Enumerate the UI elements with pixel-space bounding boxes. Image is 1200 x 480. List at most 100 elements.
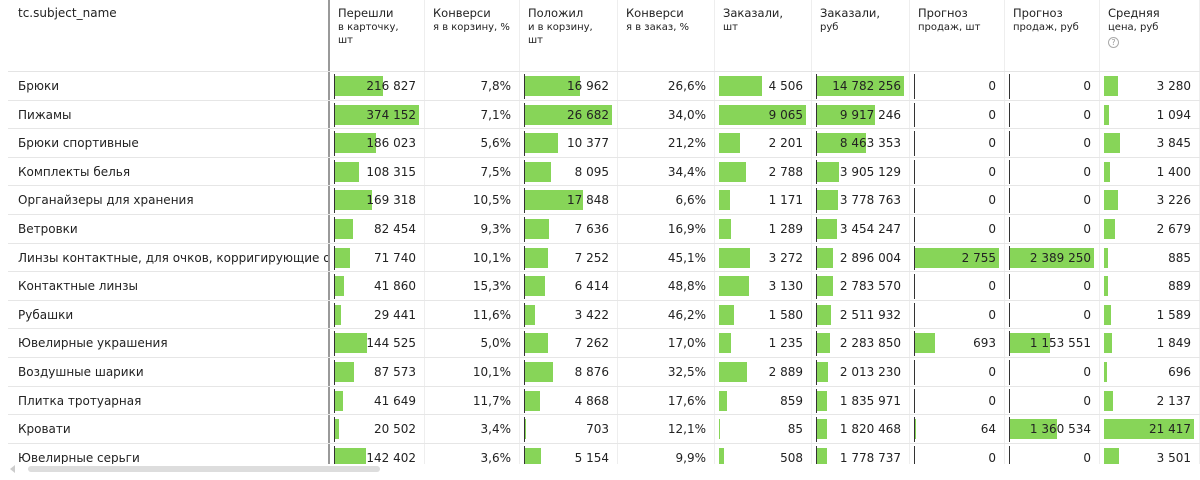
column-header[interactable]: Перешли в карточку, шт	[330, 0, 425, 71]
value-bar	[816, 333, 830, 354]
value-bar	[914, 247, 999, 268]
table-row[interactable]: Ювелирные украшения 144 525 5,0% 7 262 17,0%…	[8, 329, 1200, 358]
bar-axis-line	[334, 388, 335, 414]
value-cell: 2 201	[715, 129, 812, 157]
cell-text: 5,6%	[480, 136, 512, 151]
subject-name-cell: Брюки спортивные	[8, 129, 330, 157]
bar-axis-line	[334, 359, 335, 385]
value-cell: 3 845	[1100, 129, 1200, 157]
table-row[interactable]: Пижамы 374 152 7,1% 26 682 34,0% 9 065 9 917 2…	[8, 100, 1200, 130]
table-row[interactable]: Контактные линзы 41 860 15,3% 6 414 48,8% 3 1…	[8, 272, 1200, 301]
column-header[interactable]: Средняя цена, руб?	[1100, 0, 1200, 71]
cell-text: 2 283 850	[839, 336, 901, 351]
value-cell: 1 778 737	[812, 443, 910, 464]
value-bar	[816, 419, 827, 440]
value-cell: 4 868	[520, 386, 618, 415]
bar-axis-line	[524, 302, 525, 328]
table-row[interactable]: Линзы контактные, для очков, корригирующ…	[8, 243, 1200, 273]
bar-axis-line	[1009, 417, 1010, 442]
column-header-sublabel: я в корзину, %	[433, 22, 510, 33]
cell-text: 1 153 551	[1029, 336, 1091, 351]
value-cell: 7,8%	[425, 72, 520, 100]
bar-axis-line	[914, 331, 915, 356]
value-bar	[1104, 133, 1121, 154]
value-cell: 3 280	[1100, 72, 1200, 100]
cell-text: 3 272	[768, 250, 803, 265]
value-cell: 703	[520, 415, 618, 443]
table-row[interactable]: Брюки 216 827 7,8% 16 962 26,6% 4 506 14 782 2…	[8, 72, 1200, 101]
column-header[interactable]: Положил и в корзину, шт	[520, 0, 618, 71]
value-cell: 2 137	[1100, 386, 1200, 415]
bar-axis-line	[816, 302, 817, 328]
column-header[interactable]: Конверси я в корзину, %	[425, 0, 520, 71]
value-bar	[1104, 333, 1112, 354]
value-cell: 885	[1100, 243, 1200, 272]
column-header-label: Перешли	[338, 6, 394, 20]
bar-axis-line	[334, 131, 335, 156]
table-body: Брюки 216 827 7,8% 16 962 26,6% 4 506 14 782 2…	[8, 72, 1200, 464]
value-cell: 15,3%	[425, 272, 520, 300]
value-cell: 2 283 850	[812, 329, 910, 357]
cell-text: 0	[988, 136, 996, 151]
cell-text: 71 740	[374, 250, 416, 265]
bar-axis-line	[1009, 188, 1010, 213]
value-cell: 17 848	[520, 186, 618, 214]
table-row[interactable]: Комплекты белья 108 315 7,5% 8 095 34,4% 2 78…	[8, 157, 1200, 187]
value-bar	[334, 247, 351, 268]
table-row[interactable]: Ветровки 82 454 9,3% 7 636 16,9% 1 289 3 454 2…	[8, 214, 1200, 244]
column-header[interactable]: Прогноз продаж, руб	[1005, 0, 1100, 71]
column-header[interactable]: tc.subject_name	[8, 0, 330, 71]
bar-axis-line	[524, 188, 525, 213]
value-bar	[719, 361, 747, 382]
value-bar	[1104, 247, 1108, 268]
value-bar	[719, 390, 728, 411]
scroll-left-arrow-icon[interactable]	[10, 465, 15, 473]
value-cell: 32,5%	[618, 357, 715, 386]
column-header-label: Средняя	[1108, 6, 1160, 20]
column-header[interactable]: Заказали, руб	[812, 0, 910, 71]
cell-text: 82 454	[374, 221, 416, 236]
cell-text: 48,8%	[667, 279, 706, 294]
cell-text: 10,5%	[472, 193, 511, 208]
table-row[interactable]: Рубашки 29 441 11,6% 3 422 46,2% 1 580 2 511 9…	[8, 300, 1200, 330]
cell-text: 14 782 256	[832, 79, 901, 93]
table-row[interactable]: Ювелирные серьги 142 402 3,6% 5 154 9,9% 508 1…	[8, 443, 1200, 464]
table-header: tc.subject_name Перешли в карточку, шт Конв…	[8, 0, 1200, 72]
column-header[interactable]: Заказали, шт	[715, 0, 812, 71]
cell-text: 7,1%	[480, 107, 512, 122]
cell-text: 17,0%	[667, 336, 706, 351]
bar-axis-line	[816, 417, 817, 442]
horizontal-scrollbar[interactable]	[8, 464, 1198, 474]
value-cell: 0	[1005, 386, 1100, 415]
value-bar	[334, 133, 377, 154]
cell-text: 0	[1083, 307, 1091, 322]
value-cell: 9 065	[715, 100, 812, 129]
table-row[interactable]: Брюки спортивные 186 023 5,6% 10 377 21,2% 2 …	[8, 129, 1200, 158]
table-row[interactable]: Плитка тротуарная 41 649 11,7% 4 868 17,6% 85…	[8, 386, 1200, 416]
table-row[interactable]: Воздушные шарики 87 573 10,1% 8 876 32,5% 2 8…	[8, 357, 1200, 387]
table-row[interactable]: Органайзеры для хранения 169 318 10,5% 17 8…	[8, 186, 1200, 215]
table-row[interactable]: Кровати 20 502 3,4% 703 12,1% 85 1 820 468 64 1 …	[8, 415, 1200, 444]
column-header-sublabel: продаж, шт	[918, 22, 981, 33]
subject-name-cell: Линзы контактные, для очков, корригирующ…	[8, 243, 330, 272]
cell-text: Брюки спортивные	[18, 136, 139, 151]
column-header[interactable]: Конверси я в заказ, %	[618, 0, 715, 71]
bar-axis-line	[914, 359, 915, 385]
value-bar	[816, 447, 827, 464]
cell-text: 34,4%	[667, 164, 706, 179]
cell-text: 21,2%	[667, 136, 706, 151]
column-header[interactable]: Прогноз продаж, шт	[910, 0, 1005, 71]
cell-text: 1 360 534	[1029, 422, 1091, 437]
value-bar	[334, 447, 367, 464]
scrollbar-thumb[interactable]	[28, 466, 380, 472]
cell-text: 0	[1083, 136, 1091, 151]
cell-text: 17,6%	[667, 393, 706, 408]
value-cell: 2 755	[910, 243, 1005, 272]
value-bar	[816, 304, 831, 325]
value-bar	[524, 133, 559, 154]
value-cell: 3,4%	[425, 415, 520, 443]
subject-name-cell: Рубашки	[8, 300, 330, 329]
subject-name-cell: Ветровки	[8, 214, 330, 243]
cell-text: 4 506	[768, 79, 803, 93]
question-circle-icon[interactable]: ?	[1108, 37, 1119, 48]
